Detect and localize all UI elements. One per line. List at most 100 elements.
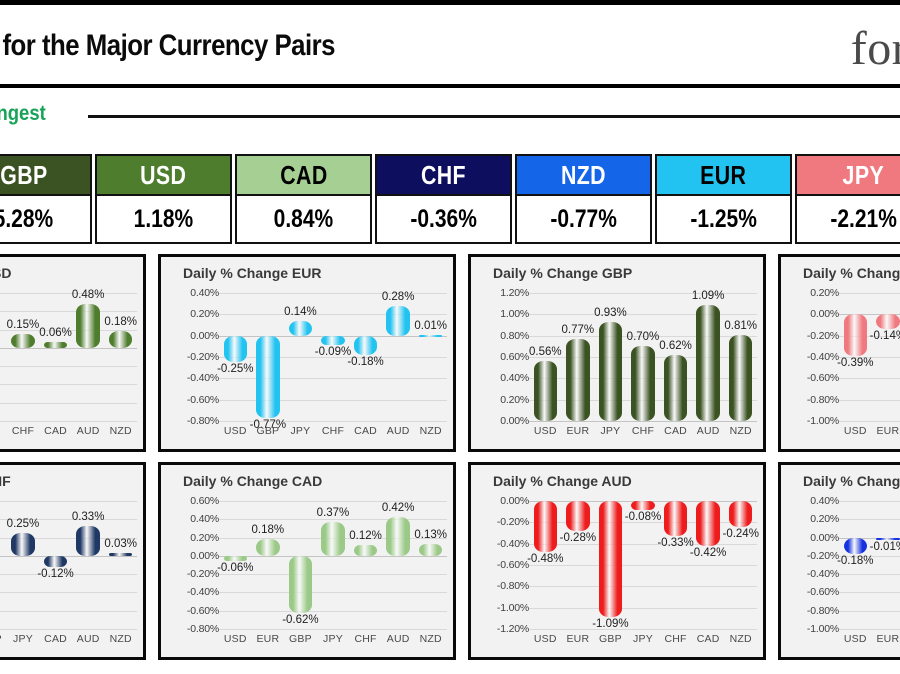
bar-aud[interactable] <box>386 305 410 336</box>
gridline <box>219 293 447 294</box>
bar-jpy[interactable] <box>11 533 35 556</box>
x-axis-chf: USDEURGBPJPYCADAUDNZD <box>0 633 137 651</box>
bar-value-label: 0.01% <box>414 319 448 332</box>
y-tick-label: -1.00% <box>806 415 839 427</box>
bar-aud[interactable] <box>386 517 410 556</box>
chart-panel-gbp: Daily % Change GBP 1.20% 1.00% 0.80% 0.60% 0.… <box>468 254 766 452</box>
bar-chf[interactable] <box>11 334 35 348</box>
bar-value-label: -0.01% <box>869 540 900 553</box>
bar-usd[interactable] <box>533 501 557 553</box>
x-tick-label: NZD <box>109 633 132 645</box>
bar-jpy[interactable] <box>598 321 623 421</box>
bar-slot: 0.56% <box>529 293 562 421</box>
x-tick-label: GBP <box>289 633 312 645</box>
currency-change-nzd: -0.77% <box>515 196 652 244</box>
currency-charts-grid: Daily % Change USD0.60%0.40%0.20%0.00%-0… <box>0 254 900 674</box>
bar-eur[interactable] <box>876 537 900 540</box>
bar-cad[interactable] <box>696 501 720 546</box>
x-tick-label: CAD <box>44 633 67 645</box>
bar-jpy[interactable] <box>321 522 345 556</box>
bar-gbp[interactable] <box>256 335 280 418</box>
bar-chf[interactable] <box>353 544 378 556</box>
y-tick-label: 0.00% <box>810 531 839 544</box>
bar-usd[interactable] <box>223 335 247 363</box>
bar-value-label: -0.39% <box>837 356 874 369</box>
currency-card-jpy[interactable]: JPY -2.21% <box>795 154 900 249</box>
bar-usd[interactable] <box>223 555 247 562</box>
bar-cad[interactable] <box>663 354 688 421</box>
bar-slot: 0.12% <box>349 501 382 629</box>
y-tick-label: 0.00% <box>190 549 219 562</box>
currency-card-usd[interactable]: USD 1.18% <box>95 154 232 249</box>
gridline <box>0 347 137 349</box>
gridline <box>839 378 900 380</box>
bar-nzd[interactable] <box>108 553 133 556</box>
currency-card-nzd[interactable]: NZD -0.77% <box>515 154 652 249</box>
gridline <box>0 501 137 502</box>
bar-aud[interactable] <box>76 303 100 348</box>
gridline <box>0 629 137 630</box>
gridline <box>529 335 757 337</box>
x-tick-label: USD <box>533 633 557 645</box>
x-tick-label: EUR <box>566 425 590 437</box>
bar-nzd[interactable] <box>728 501 753 527</box>
bar-usd[interactable] <box>533 361 557 421</box>
x-tick-label: NZD <box>419 425 442 437</box>
bar-gbp[interactable] <box>598 501 623 618</box>
currency-code-eur: EUR <box>655 154 792 196</box>
bar-usd[interactable] <box>843 537 867 555</box>
plot-area-chf: 0.60%0.40%0.20%0.00%-0.20%-0.40%-0.60%-0… <box>0 493 143 657</box>
bar-nzd[interactable] <box>728 334 753 421</box>
bar-nzd[interactable] <box>418 543 443 556</box>
gridline <box>219 555 447 557</box>
bar-value-label: -0.33% <box>657 537 694 550</box>
bar-jpy[interactable] <box>631 501 655 510</box>
currency-change-jpy: -2.21% <box>795 196 900 244</box>
bar-slot: -0.77% <box>250 293 286 431</box>
x-tick-label: CHF <box>11 425 35 437</box>
gridline <box>0 402 137 404</box>
bar-cad[interactable] <box>43 555 68 567</box>
bar-gbp[interactable] <box>288 555 313 613</box>
bar-chf[interactable] <box>631 346 655 421</box>
bar-value-label: -0.42% <box>689 546 727 559</box>
x-tick-label: EUR <box>876 425 900 437</box>
bar-aud[interactable] <box>696 304 720 421</box>
x-axis-eur: USD GBP JPY CHF CAD AUD NZD <box>219 425 447 443</box>
y-tick-label: 0.00% <box>500 495 529 507</box>
chart-panel-cad: Daily % Change CAD 0.60% 0.40% 0.20% 0.00% -0… <box>158 462 456 660</box>
x-tick-label: CHF <box>321 425 345 437</box>
bar-cad[interactable] <box>353 335 378 355</box>
bar-value-label: 0.93% <box>594 306 627 319</box>
currency-card-eur[interactable]: EUR -1.25% <box>655 154 792 249</box>
bar-value-label: 0.12% <box>349 529 382 542</box>
y-tick-label: 0.00% <box>500 415 529 427</box>
plot-area-aud: 0.00% -0.20% -0.40% -0.60% -0.80% -1.00% -1.20… <box>471 493 763 657</box>
bar-nzd[interactable] <box>418 334 443 337</box>
bar-eur[interactable] <box>566 338 590 421</box>
bar-chf[interactable] <box>663 501 688 537</box>
currency-card-gbp[interactable]: GBP5.28% <box>0 154 92 249</box>
y-tick-label: -0.60% <box>496 559 529 571</box>
y-tick-label: -1.00% <box>496 601 529 614</box>
currency-code-chf: CHF <box>375 154 512 196</box>
bar-nzd[interactable] <box>108 331 133 348</box>
currency-change-eur: -1.25% <box>655 196 792 244</box>
bar-eur[interactable] <box>256 539 280 556</box>
bar-usd[interactable] <box>843 314 867 356</box>
bar-aud[interactable] <box>76 525 100 556</box>
currency-card-cad[interactable]: CAD 0.84% <box>235 154 372 249</box>
bar-jpy[interactable] <box>288 320 313 336</box>
gridline <box>219 501 447 502</box>
bar-cad[interactable] <box>43 342 68 348</box>
chart-panel-nzd: Daily % Change NZD0.40%0.20%0.00%-0.20%-… <box>778 462 900 660</box>
gridline <box>839 421 900 422</box>
bar-eur[interactable] <box>566 501 590 531</box>
bar-slot: 0.77% <box>562 293 594 421</box>
bar-chf[interactable] <box>321 335 345 346</box>
gridline <box>0 610 137 612</box>
bar-eur[interactable] <box>876 314 900 330</box>
x-tick-label: CAD <box>664 425 687 437</box>
currency-card-chf[interactable]: CHF -0.36% <box>375 154 512 249</box>
x-tick-label: JPY <box>13 633 33 645</box>
